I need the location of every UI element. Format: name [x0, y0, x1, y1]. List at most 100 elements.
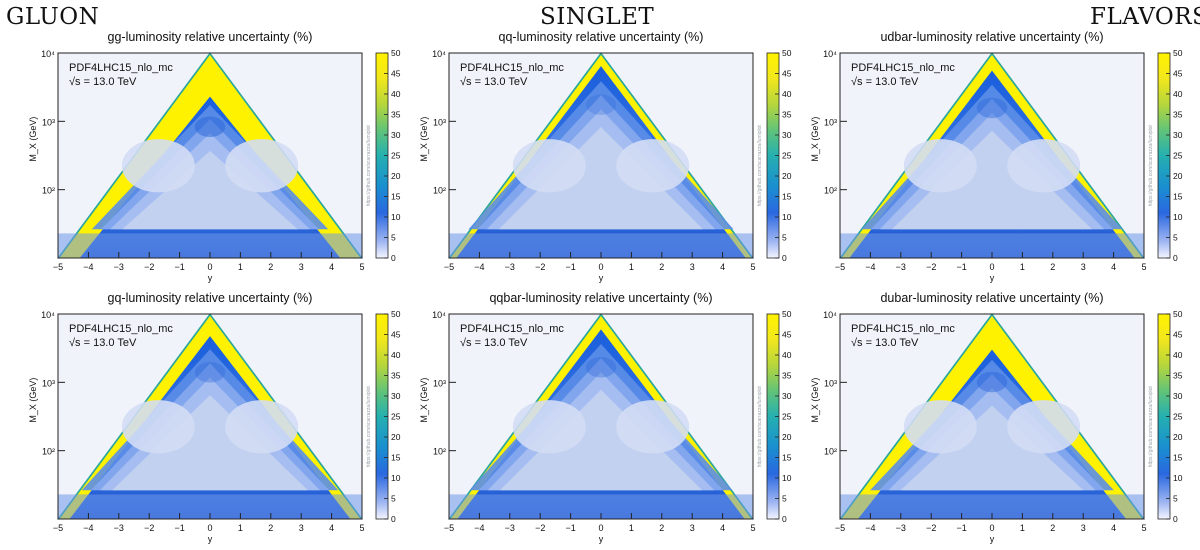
x-tick-label: −5: [53, 523, 63, 533]
colorbar-tick-label: 45: [782, 69, 792, 79]
x-tick-label: 1: [1020, 262, 1025, 272]
colorbar-tick-label: 50: [1173, 309, 1183, 319]
watermark-url: https://github.com/scarrazza/lumiplot: [366, 386, 372, 468]
minimum-uncertainty-blob-right: [225, 139, 299, 193]
colorbar-tick-label: 40: [1173, 350, 1183, 360]
low-uncertainty-contour: [122, 150, 298, 230]
colorbar-tick-label: 40: [391, 350, 401, 360]
x-tick-label: 0: [989, 262, 994, 272]
x-tick-label: 4: [329, 523, 334, 533]
central-uncertainty-spot: [194, 116, 226, 138]
colorbar-tick-label: 20: [1173, 171, 1183, 181]
x-tick-label: −5: [53, 262, 63, 272]
x-tick-label: 4: [720, 262, 725, 272]
x-tick-label: 4: [329, 262, 334, 272]
colorbar-tick-label: 15: [1173, 453, 1183, 463]
colorbar-tick-label: 45: [1173, 330, 1183, 340]
x-tick-label: 3: [1081, 523, 1086, 533]
watermark-url: https://github.com/scarrazza/lumiplot: [1148, 125, 1154, 207]
watermark-url: https://github.com/scarrazza/lumiplot: [1148, 386, 1154, 468]
colorbar-tick-label: 20: [782, 432, 792, 442]
y-tick-label: 10³: [433, 378, 446, 388]
heatmap-panel: gq-luminosity relative uncertainty (%) −5…: [28, 291, 401, 544]
y-axis-label: M_X (GeV): [28, 117, 38, 162]
x-tick-label: −1: [174, 262, 184, 272]
colorbar-tick-label: 30: [391, 130, 401, 140]
low-uncertainty-contour: [498, 127, 704, 230]
x-tick-label: 5: [1141, 262, 1146, 272]
y-axis-label: M_X (GeV): [28, 378, 38, 423]
minimum-uncertainty-blob-left: [121, 139, 195, 193]
colorbar-tick-label: 15: [391, 192, 401, 202]
colorbar-tick-label: 15: [391, 453, 401, 463]
x-tick-label: 3: [299, 523, 304, 533]
x-tick-label: 4: [1111, 523, 1116, 533]
colorbar-tick-label: 35: [1173, 110, 1183, 120]
x-axis-label: y: [990, 273, 995, 283]
y-tick-label: 10⁴: [41, 310, 55, 320]
y-tick-label: 10⁴: [432, 49, 446, 59]
colorbar-tick-label: 40: [1173, 89, 1183, 99]
plot-title: qqbar-luminosity relative uncertainty (%…: [489, 291, 712, 305]
x-tick-label: 2: [659, 262, 664, 272]
header-gluon: GLUON: [6, 4, 100, 30]
colorbar-tick-label: 30: [1173, 130, 1183, 140]
x-axis-label: y: [599, 273, 604, 283]
x-tick-label: −3: [896, 262, 906, 272]
x-tick-label: −5: [835, 523, 845, 533]
x-tick-label: −5: [444, 262, 454, 272]
y-tick-label: 10³: [824, 378, 837, 388]
x-tick-label: 1: [238, 262, 243, 272]
minimum-uncertainty-blob-right: [1007, 139, 1081, 193]
colorbar-tick-label: 40: [782, 350, 792, 360]
x-tick-label: 2: [659, 523, 664, 533]
colorbar-tick-label: 0: [1173, 514, 1178, 524]
colorbar-tick-label: 0: [391, 253, 396, 263]
colorbar-tick-label: 25: [391, 412, 401, 422]
pdf-set-label: PDF4LHC15_nlo_mc: [460, 323, 564, 335]
colorbar-tick-label: 5: [782, 233, 787, 243]
minimum-uncertainty-blob-left: [512, 139, 586, 193]
colorbar-tick-label: 5: [782, 494, 787, 504]
colorbar-tick-label: 25: [782, 412, 792, 422]
x-tick-label: −4: [83, 523, 93, 533]
y-tick-label: 10⁴: [823, 310, 837, 320]
colorbar-tick-label: 30: [391, 391, 401, 401]
colorbar-tick-label: 20: [391, 171, 401, 181]
x-tick-label: 5: [1141, 523, 1146, 533]
pdf-set-label: PDF4LHC15_nlo_mc: [851, 323, 955, 335]
x-tick-label: 0: [989, 523, 994, 533]
minimum-uncertainty-blob-left: [121, 400, 195, 454]
colorbar-tick-label: 40: [782, 89, 792, 99]
colorbar-tick-label: 45: [782, 330, 792, 340]
colorbar-tick-label: 0: [1173, 253, 1178, 263]
x-tick-label: −3: [505, 262, 515, 272]
x-tick-label: 5: [750, 523, 755, 533]
x-tick-label: 4: [720, 523, 725, 533]
colorbar-tick-label: 30: [1173, 391, 1183, 401]
minimum-uncertainty-blob-left: [903, 400, 977, 454]
colorbar-tick-label: 0: [782, 514, 787, 524]
colorbar-tick-label: 15: [1173, 192, 1183, 202]
colorbar-tick-label: 50: [782, 309, 792, 319]
x-tick-label: −4: [865, 523, 875, 533]
x-tick-label: −1: [565, 262, 575, 272]
x-axis-label: y: [208, 534, 213, 544]
low-uncertainty-contour: [499, 389, 703, 491]
colorbar-tick-label: 45: [391, 69, 401, 79]
y-axis-label: M_X (GeV): [419, 378, 429, 423]
header-singlet: SINGLET: [540, 4, 655, 30]
colorbar-tick-label: 40: [391, 89, 401, 99]
colorbar-tick-label: 10: [391, 473, 401, 483]
colorbar-tick-label: 5: [1173, 233, 1178, 243]
pdf-set-label: PDF4LHC15_nlo_mc: [69, 62, 173, 74]
x-tick-label: −2: [926, 523, 936, 533]
x-tick-label: −3: [114, 523, 124, 533]
y-axis-label: M_X (GeV): [419, 117, 429, 162]
x-tick-label: 3: [690, 523, 695, 533]
x-tick-label: −1: [174, 523, 184, 533]
x-tick-label: 5: [359, 262, 364, 272]
plot-title: qq-luminosity relative uncertainty (%): [499, 30, 704, 44]
energy-label: √s = 13.0 TeV: [851, 76, 919, 88]
